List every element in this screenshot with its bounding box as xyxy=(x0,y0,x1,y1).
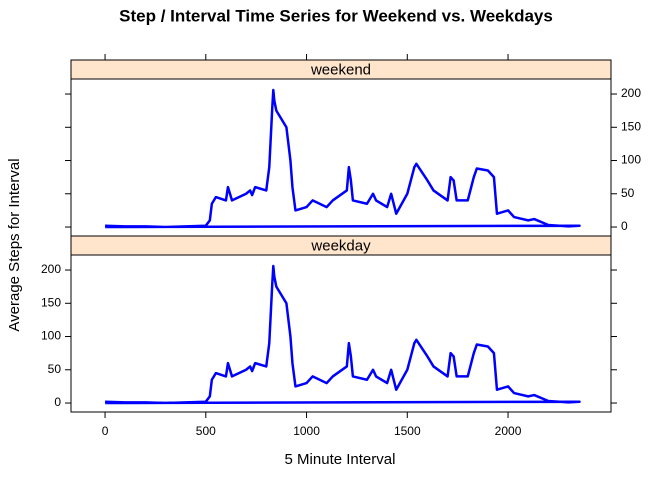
panel xyxy=(70,78,612,237)
y-tick-label: 200 xyxy=(41,262,61,276)
x-tick-label: 2000 xyxy=(495,424,522,438)
x-tick-label: 500 xyxy=(196,424,216,438)
y-axis-title: Average Steps for Interval xyxy=(6,158,23,331)
series-line xyxy=(105,88,581,229)
x-tick-label: 0 xyxy=(102,424,109,438)
y-tick-label: 0 xyxy=(621,219,628,233)
y-tick-label: 50 xyxy=(621,186,635,200)
x-axis-title: 5 Minute Interval xyxy=(285,451,396,468)
series-line xyxy=(105,264,581,405)
y-tick-label: 100 xyxy=(41,329,61,343)
x-tick-label: 1500 xyxy=(394,424,421,438)
y-tick-label: 150 xyxy=(41,295,61,309)
strip-label: weekend xyxy=(310,61,371,78)
strip-label: weekday xyxy=(310,237,371,254)
y-tick-label: 100 xyxy=(621,153,641,167)
y-tick-label: 50 xyxy=(48,362,62,376)
chart-title: Step / Interval Time Series for Weekend … xyxy=(119,6,553,25)
y-tick-label: 0 xyxy=(54,395,61,409)
x-tick-label: 1000 xyxy=(293,424,320,438)
y-tick-label: 200 xyxy=(621,86,641,100)
y-tick-label: 150 xyxy=(621,119,641,133)
panel xyxy=(70,254,612,413)
